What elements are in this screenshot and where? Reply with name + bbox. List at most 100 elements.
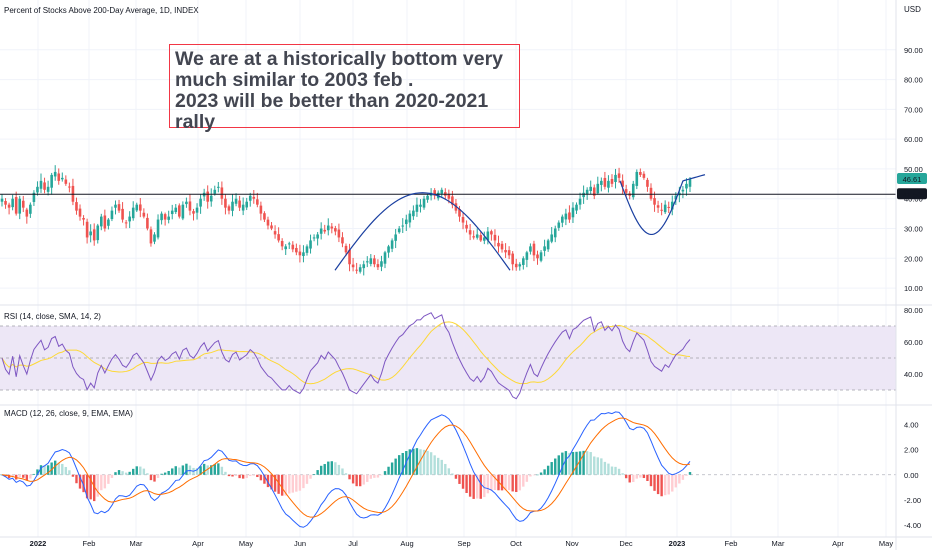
chart-title: Percent of Stocks Above 200-Day Average,…: [4, 6, 199, 15]
candle-body: [174, 207, 178, 213]
x-tick-label: Dec: [619, 539, 633, 548]
candle-body: [337, 229, 341, 238]
macd-histogram-bar: [241, 474, 245, 479]
last-price-label: 46.61: [903, 175, 922, 184]
macd-histogram-bar: [632, 474, 635, 483]
candle-body: [646, 179, 649, 187]
candle-body: [238, 200, 241, 208]
candle-body: [167, 216, 170, 220]
x-tick-label: Sep: [457, 539, 470, 548]
macd-histogram-bar: [135, 466, 138, 475]
candle-body: [365, 261, 369, 263]
macd-histogram-bar: [575, 451, 578, 475]
rsi-tick-label: 60.00: [904, 338, 923, 347]
candle-body: [142, 212, 146, 217]
macd-histogram-bar: [61, 463, 64, 475]
macd-histogram-bar: [433, 455, 436, 475]
macd-histogram-bar: [249, 474, 252, 477]
candle-body: [139, 204, 142, 211]
candle-body: [475, 234, 479, 238]
candle-body: [206, 191, 209, 202]
candle-body: [529, 246, 532, 252]
macd-histogram-bar: [64, 466, 68, 475]
macd-histogram-bar: [358, 474, 362, 487]
macd-histogram-bar: [624, 474, 628, 479]
macd-histogram-bar: [156, 474, 160, 478]
macd-histogram-bar: [380, 474, 383, 476]
macd-histogram-bar: [146, 473, 149, 475]
candle-body: [114, 204, 117, 208]
macd-histogram-bar: [674, 474, 678, 488]
candle-body: [220, 187, 224, 199]
candle-body: [656, 205, 660, 208]
candle-body: [451, 196, 454, 205]
macd-histogram-bar: [507, 474, 511, 491]
macd-histogram-bar: [639, 474, 642, 478]
macd-histogram-bar: [685, 474, 688, 476]
candle-body: [4, 201, 7, 205]
candle-body: [32, 192, 36, 202]
macd-histogram-bar: [529, 474, 532, 477]
candle-body: [369, 258, 373, 264]
macd-histogram-bar: [110, 474, 114, 478]
annotation-line-3: 2023 will be better than 2020-2021: [175, 90, 489, 112]
macd-histogram-bar: [600, 458, 603, 475]
candle-body: [252, 196, 256, 199]
candle-body: [397, 228, 401, 233]
macd-histogram-bar: [656, 474, 660, 495]
candle-body: [309, 240, 312, 249]
macd-histogram-bar: [25, 474, 29, 481]
macd-histogram-bar: [153, 474, 156, 482]
candle-body: [585, 189, 589, 195]
candle-body: [447, 193, 451, 199]
macd-histogram-bar: [50, 462, 53, 475]
x-tick-label: May: [239, 539, 253, 548]
candle-body: [224, 198, 227, 208]
macd-pane[interactable]: [0, 411, 896, 528]
candle-body: [507, 250, 511, 256]
macd-histogram-bar: [490, 474, 493, 491]
candle-body: [550, 234, 553, 242]
candle-body: [688, 179, 692, 187]
annotation-box[interactable]: We are at a historically bottom very muc…: [169, 44, 520, 133]
candle-body: [433, 190, 436, 196]
macd-histogram-bar: [277, 474, 280, 494]
candle-body: [302, 252, 305, 257]
macd-histogram-bar: [107, 474, 110, 484]
candle-body: [486, 231, 490, 241]
candle-body: [479, 235, 483, 241]
candle-body: [50, 174, 53, 188]
candle-body: [60, 177, 64, 180]
candle-body: [170, 210, 174, 215]
macd-histogram-bar: [397, 455, 401, 475]
candle-body: [245, 201, 249, 208]
candle-body: [46, 186, 50, 192]
last-price-tag: [897, 173, 927, 185]
candle-body: [639, 171, 642, 175]
candle-body: [440, 189, 444, 194]
candle-body: [75, 202, 78, 211]
macd-histogram-bar: [554, 458, 557, 475]
macd-histogram-bar: [341, 468, 344, 475]
rsi-pane[interactable]: [1, 312, 691, 400]
candle-body: [408, 213, 412, 223]
price-pane[interactable]: [0, 165, 896, 276]
candle-body: [85, 221, 89, 238]
x-tick-label: Mar: [772, 539, 785, 548]
candle-body: [256, 199, 259, 205]
macd-histogram-bar: [678, 474, 681, 484]
macd-histogram-bar: [344, 473, 348, 475]
candle-body: [504, 250, 507, 253]
macd-histogram-bar: [68, 470, 71, 475]
macd-histogram-bar: [43, 465, 46, 475]
candle-body: [642, 173, 646, 178]
macd-histogram-bar: [607, 463, 610, 475]
x-tick-label: Feb: [725, 539, 738, 548]
macd-histogram-bar: [217, 463, 220, 475]
candle-body: [483, 237, 486, 241]
candle-body: [117, 204, 121, 211]
macd-histogram-bar: [394, 458, 397, 475]
candle-body: [670, 201, 674, 210]
macd-histogram-bar: [603, 461, 607, 475]
